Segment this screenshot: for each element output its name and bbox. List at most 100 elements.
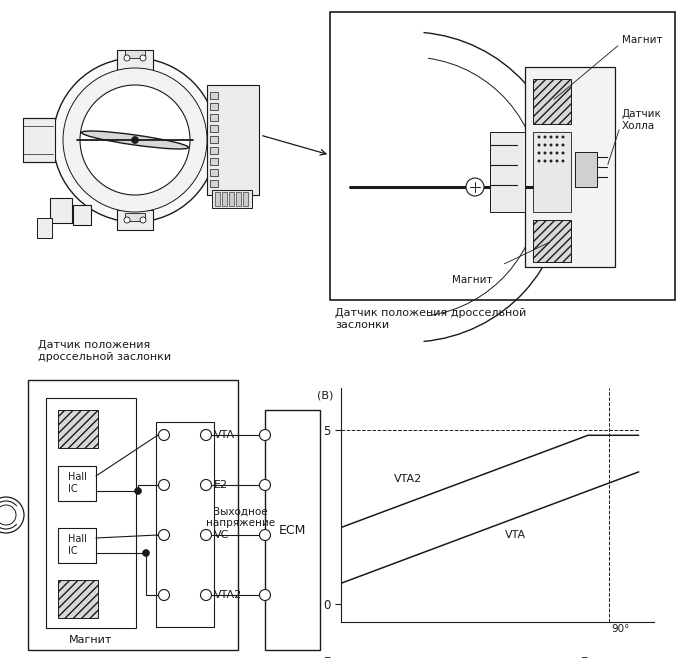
Bar — [533, 79, 571, 124]
Bar — [210, 158, 218, 165]
Circle shape — [556, 160, 558, 163]
Circle shape — [556, 136, 558, 138]
Circle shape — [544, 136, 546, 138]
Text: 90°: 90° — [612, 624, 630, 634]
Text: Датчик
Холла: Датчик Холла — [622, 109, 662, 131]
Circle shape — [259, 430, 270, 440]
Text: E2: E2 — [214, 480, 228, 490]
Bar — [330, 12, 675, 300]
Bar — [243, 192, 248, 206]
Text: VTA: VTA — [504, 530, 526, 540]
Circle shape — [562, 160, 564, 163]
Bar — [229, 192, 234, 206]
Text: Магнит: Магнит — [69, 635, 113, 645]
Text: VTA2: VTA2 — [394, 474, 422, 484]
Text: Датчик положения
дроссельной заслонки: Датчик положения дроссельной заслонки — [38, 340, 171, 362]
Circle shape — [550, 144, 552, 146]
Circle shape — [550, 136, 552, 138]
Circle shape — [140, 217, 146, 223]
Circle shape — [0, 505, 16, 525]
Bar — [58, 466, 96, 501]
Circle shape — [544, 144, 546, 146]
Circle shape — [80, 85, 190, 195]
Bar — [210, 125, 218, 132]
Circle shape — [562, 144, 564, 146]
Text: Магнит: Магнит — [622, 35, 663, 45]
Bar — [490, 132, 525, 212]
Circle shape — [466, 178, 484, 196]
Bar — [210, 92, 218, 99]
Text: Магнит: Магнит — [452, 275, 492, 285]
Circle shape — [556, 144, 558, 146]
Bar — [207, 85, 259, 195]
Bar — [210, 114, 218, 121]
Circle shape — [259, 480, 270, 490]
Text: Hall
IC: Hall IC — [67, 534, 87, 556]
Circle shape — [544, 160, 546, 163]
Bar — [533, 132, 571, 212]
Bar — [210, 136, 218, 143]
Circle shape — [140, 55, 146, 61]
Circle shape — [158, 480, 169, 490]
Bar — [58, 528, 96, 563]
Circle shape — [200, 480, 211, 490]
Bar — [533, 220, 571, 262]
Bar — [210, 169, 218, 176]
Circle shape — [158, 430, 169, 440]
Bar — [215, 192, 220, 206]
Bar — [50, 198, 72, 223]
Bar — [575, 152, 597, 187]
Bar — [117, 210, 153, 230]
Bar — [210, 180, 218, 187]
Bar — [125, 213, 145, 221]
Bar — [210, 103, 218, 110]
Circle shape — [550, 152, 552, 154]
Bar — [265, 410, 320, 650]
Text: VTA: VTA — [214, 430, 235, 440]
Circle shape — [538, 136, 540, 138]
Bar — [73, 205, 91, 225]
Bar — [23, 118, 55, 162]
Circle shape — [134, 488, 142, 495]
Circle shape — [544, 152, 546, 154]
Circle shape — [53, 58, 217, 222]
Text: (В): (В) — [316, 390, 333, 400]
Bar — [236, 192, 241, 206]
Bar — [58, 580, 98, 618]
Text: ECM: ECM — [279, 524, 305, 536]
Ellipse shape — [81, 131, 189, 149]
Circle shape — [538, 152, 540, 154]
Circle shape — [200, 430, 211, 440]
Text: Полностью
закрытое
положение: Полностью закрытое положение — [323, 657, 381, 658]
Circle shape — [556, 152, 558, 154]
Circle shape — [158, 530, 169, 540]
Text: Полностью
открытое
положение: Полностью открытое положение — [580, 657, 638, 658]
Text: VC: VC — [214, 530, 229, 540]
Bar — [28, 380, 238, 650]
Text: Датчик положения дроссельной
заслонки: Датчик положения дроссельной заслонки — [335, 308, 526, 330]
Bar — [58, 410, 98, 448]
Text: Выходное
напряжение: Выходное напряжение — [206, 507, 275, 528]
Bar — [46, 398, 136, 628]
Circle shape — [259, 590, 270, 601]
Circle shape — [158, 590, 169, 601]
Circle shape — [0, 497, 24, 533]
Circle shape — [259, 530, 270, 540]
Bar — [156, 422, 214, 627]
Circle shape — [200, 530, 211, 540]
Circle shape — [538, 160, 540, 163]
Circle shape — [124, 55, 130, 61]
Bar — [37, 218, 52, 238]
Text: VTA2: VTA2 — [214, 590, 242, 600]
Bar — [117, 50, 153, 70]
Bar — [212, 190, 252, 208]
Circle shape — [562, 152, 564, 154]
Bar — [125, 50, 145, 58]
Bar — [210, 147, 218, 154]
Circle shape — [200, 590, 211, 601]
Circle shape — [562, 136, 564, 138]
Bar — [525, 67, 615, 267]
Circle shape — [124, 217, 130, 223]
Bar — [222, 192, 227, 206]
Circle shape — [63, 68, 207, 212]
